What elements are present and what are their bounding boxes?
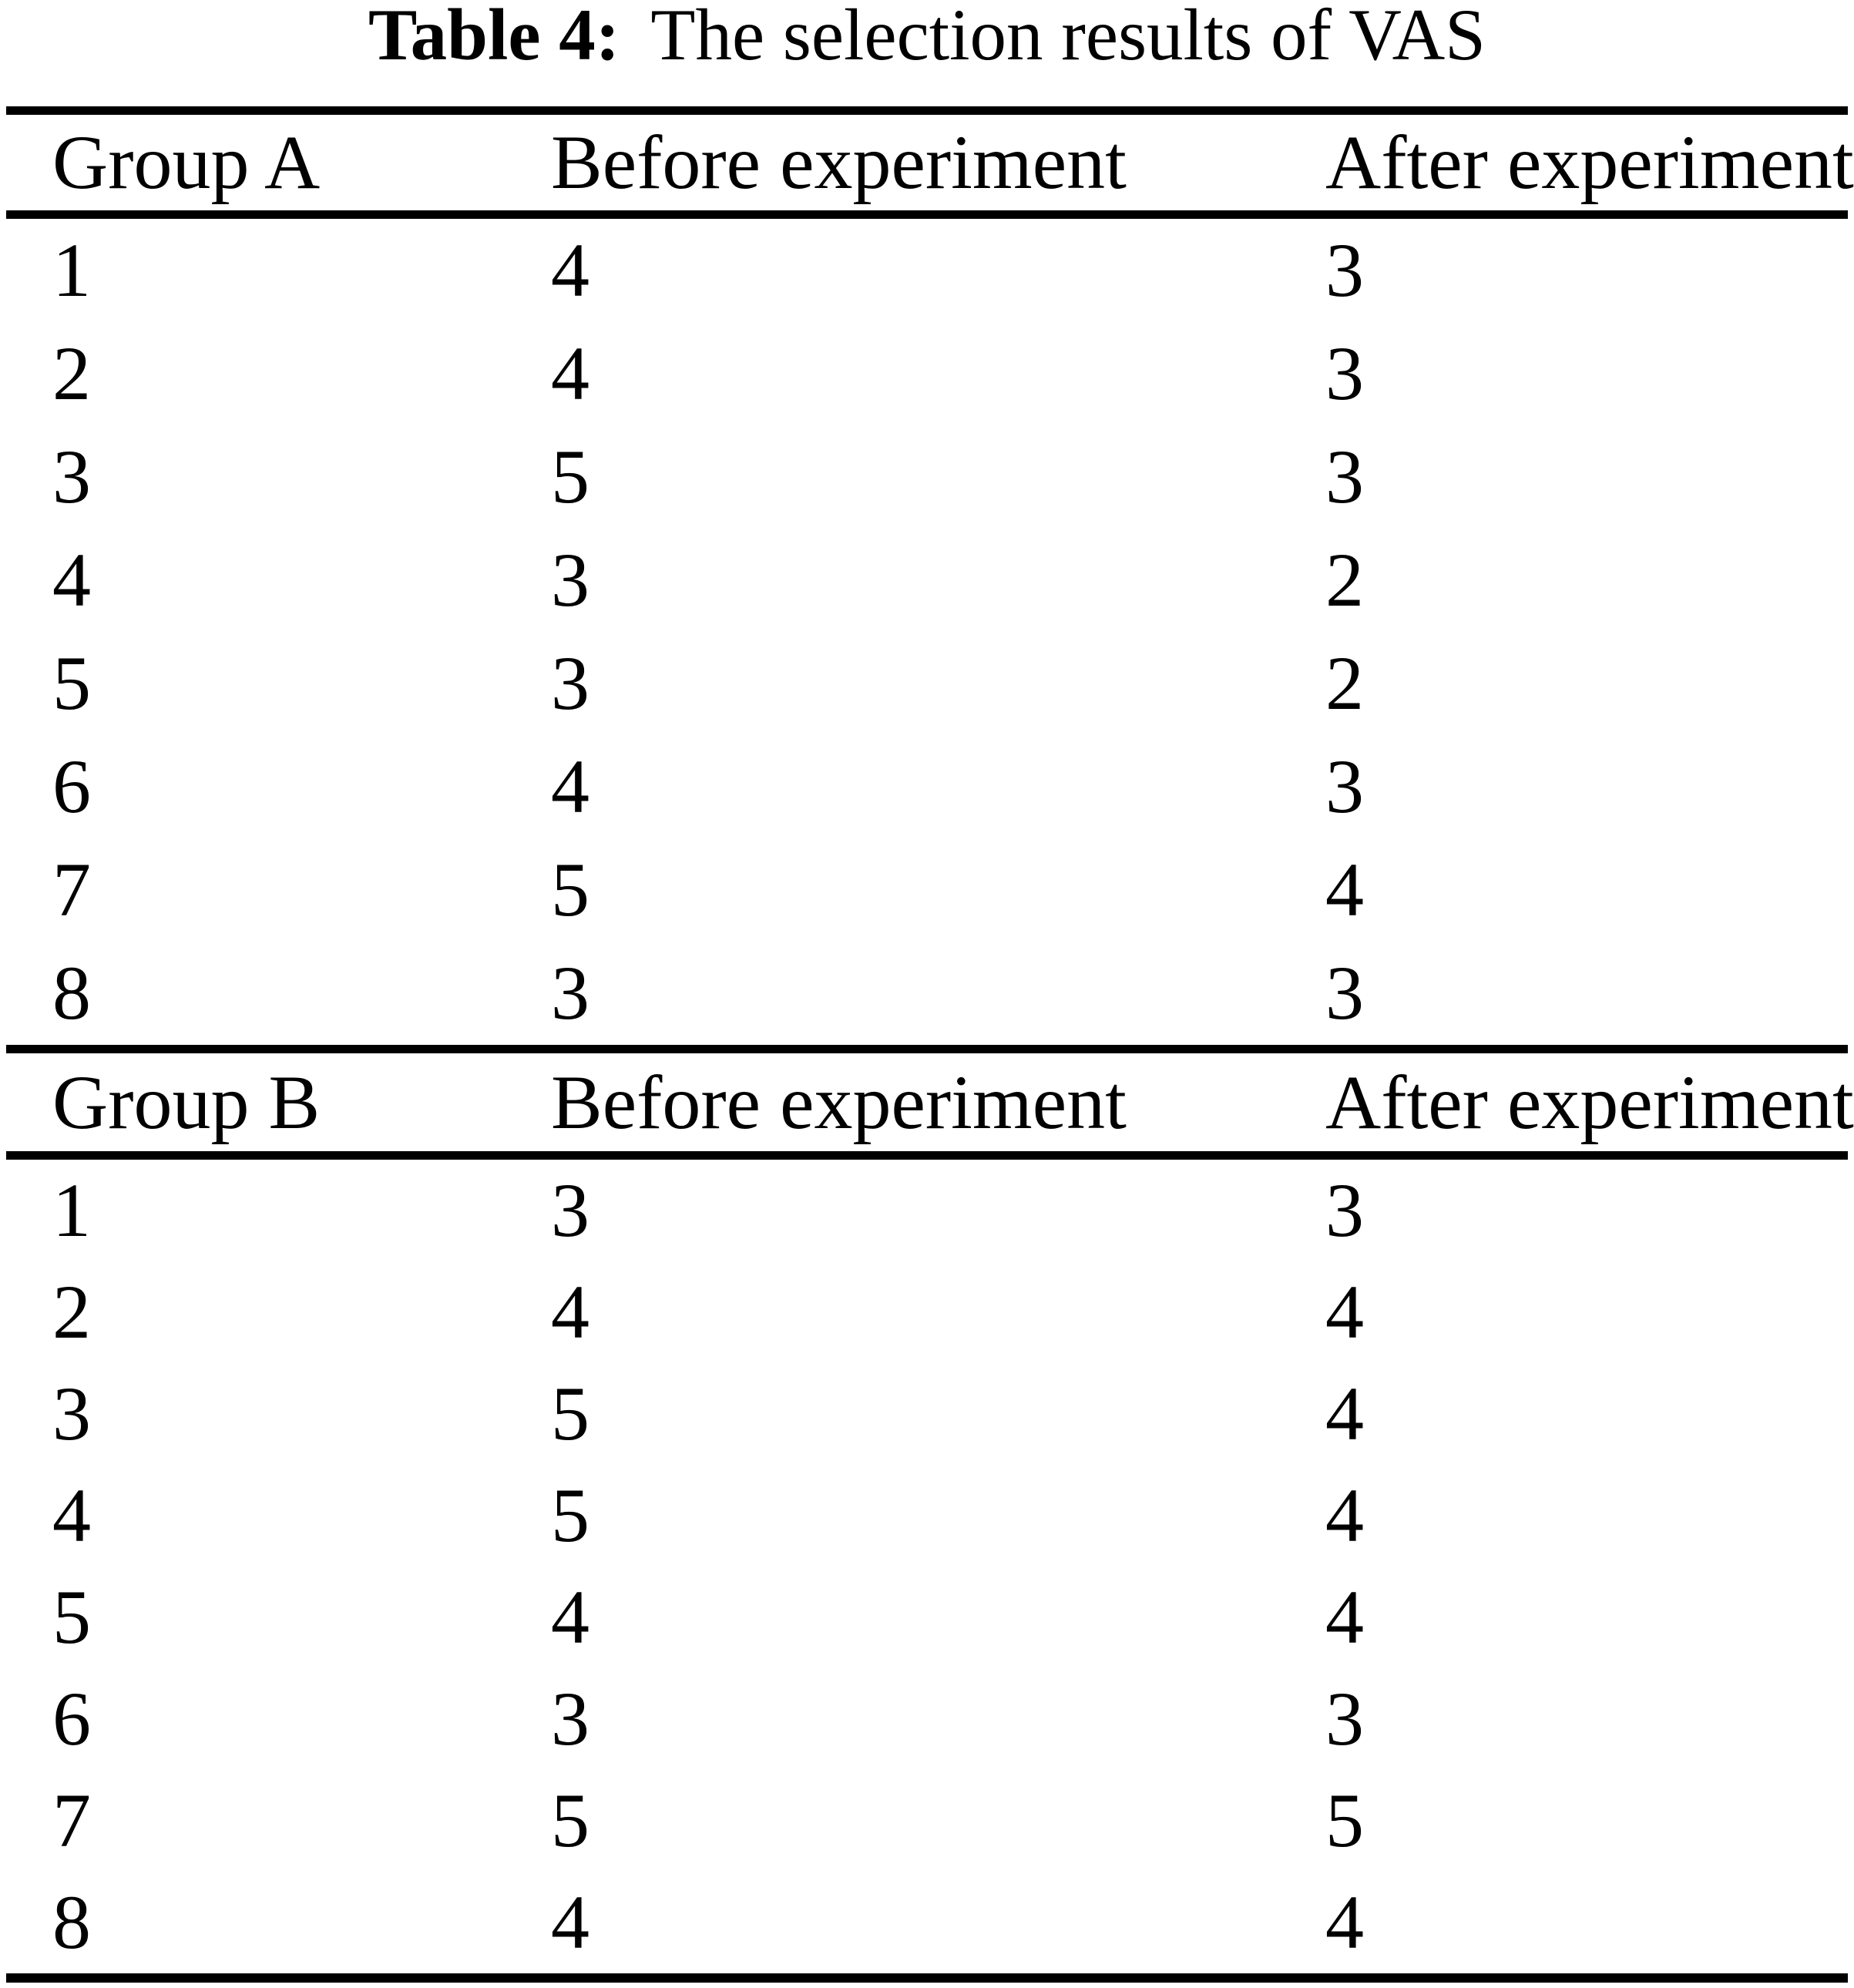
table-row: 7 5 5 [0, 1770, 1854, 1872]
table-caption-label: Table 4: [368, 0, 620, 76]
after-cell: 3 [1325, 744, 1364, 829]
after-cell: 3 [1325, 331, 1364, 416]
after-cell: 4 [1325, 1269, 1364, 1355]
section-divider-rule [6, 1045, 1848, 1053]
table-row: 2 4 3 [0, 322, 1854, 425]
before-experiment-header: Before experiment [551, 1059, 1127, 1145]
row-id-cell: 4 [52, 537, 91, 623]
before-cell: 5 [551, 1473, 589, 1558]
table-row: 3 5 3 [0, 425, 1854, 529]
table-row: 5 3 2 [0, 632, 1854, 735]
after-cell: 3 [1325, 434, 1364, 519]
group-a-header-rule [6, 210, 1848, 219]
row-id-cell: 6 [52, 1676, 91, 1761]
before-cell: 4 [551, 1574, 589, 1660]
before-cell: 4 [551, 331, 589, 416]
table-row: 6 4 3 [0, 735, 1854, 838]
table-row: 3 5 4 [0, 1363, 1854, 1465]
after-cell: 3 [1325, 1167, 1364, 1253]
row-id-cell: 1 [52, 227, 91, 313]
row-id-cell: 2 [52, 331, 91, 416]
after-experiment-header: After experiment [1325, 1059, 1854, 1145]
group-b-header-rule [6, 1151, 1848, 1160]
after-cell: 3 [1325, 1676, 1364, 1761]
row-id-cell: 5 [52, 640, 91, 726]
row-id-cell: 3 [52, 434, 91, 519]
after-cell: 3 [1325, 227, 1364, 313]
table-row: 2 4 4 [0, 1261, 1854, 1363]
before-cell: 4 [551, 1269, 589, 1355]
table-row: 8 4 4 [0, 1872, 1854, 1973]
table-row: 6 3 3 [0, 1668, 1854, 1770]
table-row: 4 5 4 [0, 1465, 1854, 1567]
group-b-header: Group B [52, 1059, 321, 1145]
before-experiment-header: Before experiment [551, 119, 1127, 205]
after-cell: 4 [1325, 847, 1364, 932]
before-cell: 5 [551, 1371, 589, 1456]
group-a-header-row: Group A Before experiment After experime… [0, 115, 1854, 210]
before-cell: 5 [551, 1778, 589, 1863]
after-cell: 4 [1325, 1574, 1364, 1660]
after-cell: 4 [1325, 1371, 1364, 1456]
after-cell: 3 [1325, 950, 1364, 1036]
row-id-cell: 3 [52, 1371, 91, 1456]
before-cell: 3 [551, 640, 589, 726]
before-cell: 5 [551, 434, 589, 519]
group-a-body: 1 4 3 2 4 3 3 5 3 4 3 2 5 3 2 6 4 3 [0, 219, 1854, 1045]
row-id-cell: 7 [52, 847, 91, 932]
group-b-body: 1 3 3 2 4 4 3 5 4 4 5 4 5 4 4 6 3 3 [0, 1160, 1854, 1973]
after-cell: 2 [1325, 537, 1364, 623]
after-cell: 5 [1325, 1778, 1364, 1863]
before-cell: 3 [551, 950, 589, 1036]
group-a-header: Group A [52, 119, 321, 205]
before-cell: 5 [551, 847, 589, 932]
after-experiment-header: After experiment [1325, 119, 1854, 205]
row-id-cell: 4 [52, 1473, 91, 1558]
table-row: 5 4 4 [0, 1567, 1854, 1668]
row-id-cell: 2 [52, 1269, 91, 1355]
table-row: 1 3 3 [0, 1160, 1854, 1261]
before-cell: 4 [551, 227, 589, 313]
row-id-cell: 1 [52, 1167, 91, 1253]
table-caption: Table 4: The selection results of VAS [0, 0, 1854, 106]
row-id-cell: 7 [52, 1778, 91, 1863]
table-row: 8 3 3 [0, 942, 1854, 1045]
table-caption-text: The selection results of VAS [650, 0, 1486, 76]
before-cell: 3 [551, 537, 589, 623]
table-top-rule [6, 106, 1848, 115]
group-b-header-row: Group B Before experiment After experime… [0, 1053, 1854, 1151]
row-id-cell: 8 [52, 1879, 91, 1965]
row-id-cell: 5 [52, 1574, 91, 1660]
before-cell: 4 [551, 744, 589, 829]
table-bottom-rule [6, 1973, 1848, 1983]
after-cell: 2 [1325, 640, 1364, 726]
row-id-cell: 6 [52, 744, 91, 829]
row-id-cell: 8 [52, 950, 91, 1036]
table-row: 1 4 3 [0, 219, 1854, 322]
after-cell: 4 [1325, 1879, 1364, 1965]
after-cell: 4 [1325, 1473, 1364, 1558]
before-cell: 4 [551, 1879, 589, 1965]
before-cell: 3 [551, 1676, 589, 1761]
table-row: 7 5 4 [0, 838, 1854, 942]
table-row: 4 3 2 [0, 529, 1854, 632]
before-cell: 3 [551, 1167, 589, 1253]
